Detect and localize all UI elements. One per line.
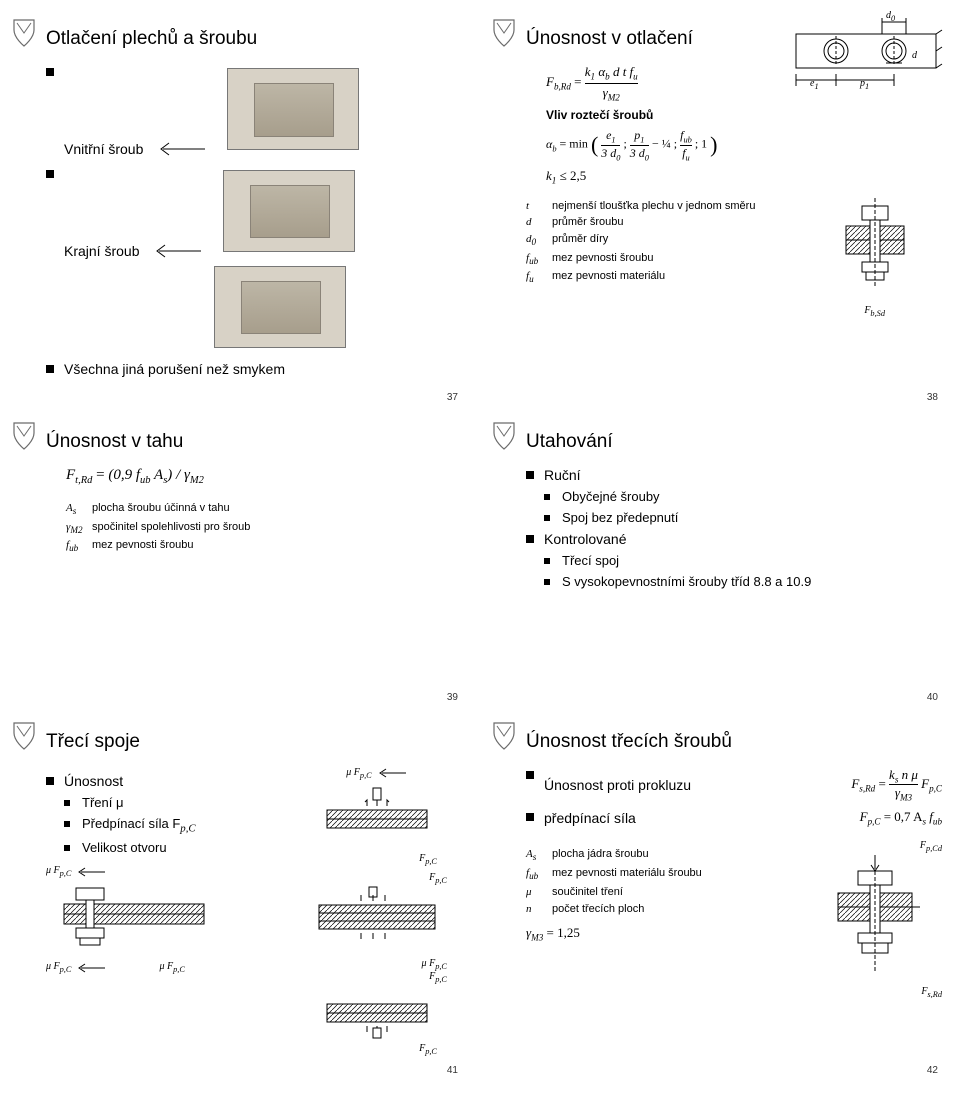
- symbol-definitions: Asplocha šroubu účinná v tahu γM2spočini…: [66, 500, 462, 557]
- friction-diagram-mid: Fp,C μ Fp,C Fp,C: [307, 872, 447, 984]
- friction-diagram-left: μ Fp,C μ Fp,C μ Fp,C: [46, 865, 280, 974]
- preload-formula: Fp,C = 0,7 As fub: [860, 809, 942, 827]
- bullet-preload: předpínací síla Fp,C = 0,7 As fub: [526, 809, 942, 827]
- plate-diagram: d0 d e1 p1: [794, 14, 944, 97]
- bullet-hole-size: Velikost otvoru: [64, 840, 280, 855]
- bullet-slip-resistance: Únosnost proti prokluzu Fs,Rd = ks n μ γ…: [526, 767, 942, 803]
- crest-icon: [492, 421, 516, 454]
- slide-41: Třecí spoje Únosnost Tření μ Předpínací …: [0, 711, 480, 1084]
- alpha-b-formula: αb = min ( e1 3 d0 ; p1 3 d0 − ¼ ; fub f…: [546, 128, 942, 162]
- crest-icon: [492, 18, 516, 51]
- page-number: 39: [447, 692, 458, 703]
- bullet-inner-bolt: Vnitřní šroub: [46, 64, 462, 160]
- photo-placeholder: [223, 170, 355, 252]
- bullet-other-failure: Všechna jiná porušení než smykem: [46, 361, 462, 377]
- photo-placeholder: [227, 68, 359, 150]
- slide-37: Otlačení plechů a šroubu Vnitřní šroub K…: [0, 8, 480, 411]
- crest-icon: [492, 721, 516, 754]
- slide-38: d0 d e1 p1 Únosnost v otlačení Fb,Rd = k…: [480, 8, 960, 411]
- bullet-no-preload: Spoj bez předepnutí: [544, 510, 942, 525]
- slide-39: Únosnost v tahu Ft,Rd = (0,9 fub As) / γ…: [0, 411, 480, 711]
- k1-constraint: k1 ≤ 2,5: [546, 168, 942, 186]
- bullet-label: Ruční: [544, 467, 581, 483]
- p1-label: p1: [860, 78, 869, 89]
- crest-icon: [12, 421, 36, 454]
- page-number: 38: [927, 392, 938, 403]
- slide-title: Utahování: [526, 431, 942, 453]
- bullet-controlled: Kontrolované Třecí spoj S vysokopevnostn…: [526, 531, 942, 589]
- slide-42: Únosnost třecích šroubů Únosnost proti p…: [480, 711, 960, 1084]
- bullet-label: Kontrolované: [544, 531, 627, 547]
- slide-title: Otlačení plechů a šroubu: [46, 28, 462, 50]
- bullet-label: předpínací síla: [544, 810, 636, 826]
- page-number: 42: [927, 1065, 938, 1076]
- bullet-friction-joint: Třecí spoj: [544, 553, 942, 568]
- bolt-section-diagram: Fb,Sd: [807, 192, 942, 318]
- crest-icon: [12, 721, 36, 754]
- bullet-friction-mu: Tření μ: [64, 795, 280, 810]
- symbol-definitions: tnejmenší tloušťka plechu v jednom směru…: [526, 198, 795, 318]
- slip-resistance-formula: Fs,Rd = ks n μ γM3 Fp,C: [851, 767, 942, 803]
- d0-label: d0: [886, 10, 895, 21]
- bullet-edge-bolt: Krajní šroub: [46, 166, 462, 355]
- e1-label: e1: [810, 78, 819, 89]
- d-label: d: [912, 50, 917, 61]
- preloaded-bolt-diagram: Fp,Cd Fs,Rd: [807, 840, 942, 999]
- vliv-heading: Vliv roztečí šroubů: [546, 108, 942, 122]
- friction-diagram-bottom: Fp,C: [317, 990, 437, 1056]
- page-number: 41: [447, 1065, 458, 1076]
- slide-title: Únosnost třecích šroubů: [526, 731, 942, 753]
- bullet-label: Krajní šroub: [64, 243, 139, 259]
- bullet-hs-bolts: S vysokopevnostními šrouby tříd 8.8 a 10…: [544, 574, 942, 589]
- left-arrow-icon: [153, 243, 203, 262]
- bullet-label: Únosnost proti prokluzu: [544, 777, 691, 793]
- slide-title: Třecí spoje: [46, 731, 462, 753]
- slide-title: Únosnost v tahu: [46, 431, 462, 453]
- friction-diagram-top: Fp,C: [317, 786, 437, 866]
- fbsd-label: Fb,Sd: [807, 305, 942, 318]
- tension-resistance-formula: Ft,Rd = (0,9 fub As) / γM2: [66, 467, 462, 486]
- bullet-label: Všechna jiná porušení než smykem: [64, 361, 285, 377]
- bullet-label: Únosnost: [64, 773, 123, 789]
- left-arrow-icon: [157, 141, 207, 160]
- slide-40: Utahování Ruční Obyčejné šrouby Spoj bez…: [480, 411, 960, 711]
- photo-placeholder: [214, 266, 346, 348]
- page-number: 37: [447, 392, 458, 403]
- bullet-ordinary-bolts: Obyčejné šrouby: [544, 489, 942, 504]
- symbol-definitions: Asplocha jádra šroubu fubmez pevnosti ma…: [526, 846, 795, 999]
- bullet-preload-force: Předpínací síla Fp,C: [64, 816, 280, 835]
- bullet-label: Vnitřní šroub: [64, 141, 143, 157]
- crest-icon: [12, 18, 36, 51]
- bullet-resistance: Únosnost Tření μ Předpínací síla Fp,C Ve…: [46, 773, 280, 856]
- bullet-manual: Ruční Obyčejné šrouby Spoj bez předepnut…: [526, 467, 942, 525]
- page-number: 40: [927, 692, 938, 703]
